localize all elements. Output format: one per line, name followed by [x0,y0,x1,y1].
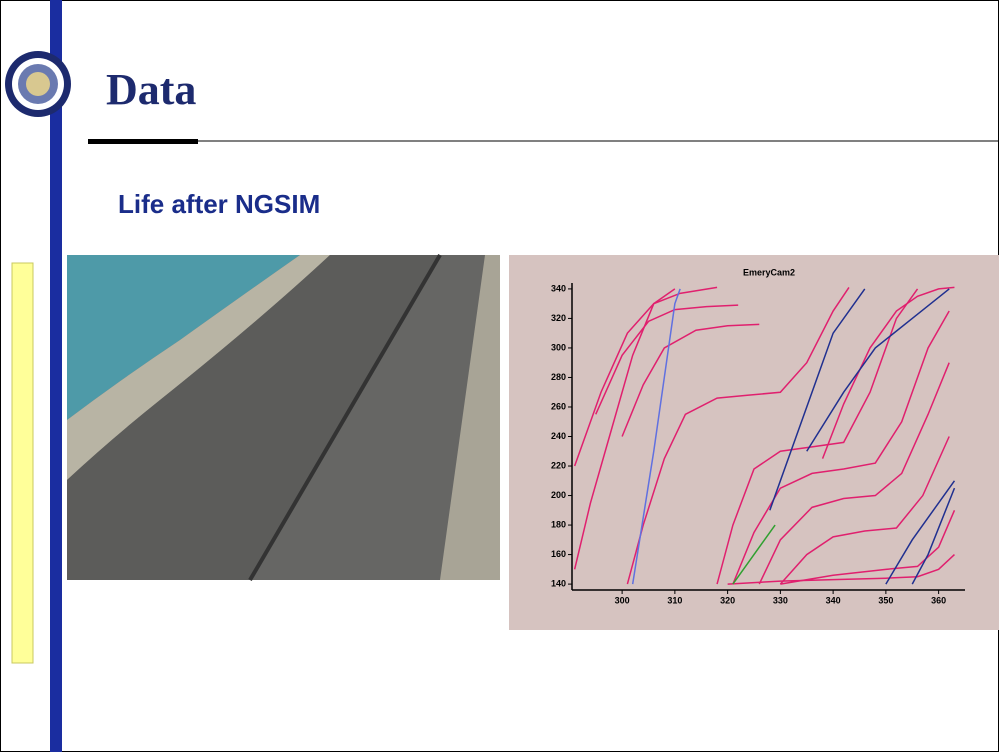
trajectory [727,554,955,585]
chart-title: EmeryCam2 [743,267,795,277]
trajectory [626,287,850,585]
y-tick-label: 140 [551,578,566,588]
y-tick-label: 340 [551,283,566,293]
x-tick-label: 310 [667,595,682,605]
trajectory [573,286,718,467]
x-tick-label: 300 [615,595,630,605]
title-rule-accent [88,139,198,144]
side-bar [50,0,62,752]
y-tick-label: 240 [551,431,566,441]
trajectory [806,288,950,452]
y-tick-label: 180 [551,519,566,529]
x-tick-label: 360 [931,595,946,605]
y-tick-label: 280 [551,372,566,382]
trajectory [573,288,676,570]
trajectory [716,288,919,585]
x-tick-label: 340 [826,595,841,605]
y-tick-label: 300 [551,342,566,352]
y-tick-label: 260 [551,401,566,411]
trajectory [780,510,956,585]
logo [5,51,71,117]
trajectory [621,323,760,437]
trajectory [758,362,950,585]
trajectory [779,436,950,585]
side-highlight [11,262,34,664]
y-tick-label: 220 [551,460,566,470]
y-tick-label: 200 [551,490,566,500]
trajectory [631,288,681,585]
y-tick-label: 160 [551,549,566,559]
x-tick-label: 320 [720,595,735,605]
x-tick-label: 350 [878,595,893,605]
trajectory [821,286,955,459]
trajectory [732,524,776,585]
highway-photo [67,253,500,582]
subtitle: Life after NGSIM [118,189,320,219]
trajectory [732,310,950,585]
x-tick-label: 330 [773,595,788,605]
slide-title: Data [106,65,196,114]
y-tick-label: 320 [551,313,566,323]
trajectory [911,487,956,585]
trajectory [885,480,956,585]
trajectory [595,304,739,415]
chart-panel [509,255,999,630]
trajectory [769,288,866,511]
